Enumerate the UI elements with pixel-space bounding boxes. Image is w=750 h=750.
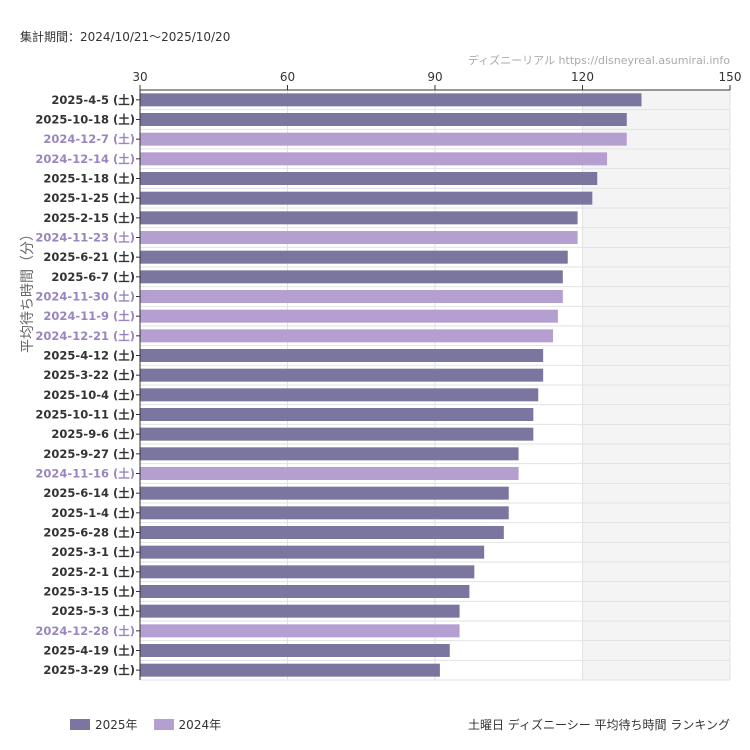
- period-text: 集計期間：2024/10/21〜2025/10/20: [20, 30, 231, 44]
- category-label: 2025-10-18 (土): [35, 113, 135, 127]
- x-tick-label: 90: [427, 70, 442, 84]
- bar: [140, 624, 460, 638]
- y-axis-title: 平均待ち時間（分）: [20, 227, 36, 353]
- bar: [140, 290, 563, 303]
- legend: 2025年 2024年: [70, 716, 221, 733]
- category-label: 2024-11-9 (土): [43, 309, 135, 323]
- category-label: 2025-1-18 (土): [43, 172, 135, 186]
- bar: [140, 270, 563, 284]
- bar: [140, 604, 460, 618]
- bar: [140, 506, 509, 520]
- bar: [140, 644, 450, 657]
- x-tick-label: 150: [719, 70, 742, 84]
- category-label: 2024-11-30 (土): [35, 290, 135, 304]
- category-label: 2025-4-19 (土): [43, 644, 135, 658]
- bar: [140, 368, 544, 382]
- category-label: 2025-6-21 (土): [43, 250, 135, 264]
- bar: [140, 191, 593, 205]
- bar: [140, 545, 485, 559]
- category-label: 2025-4-5 (土): [51, 93, 135, 107]
- bar: [140, 427, 534, 441]
- x-tick-label: 120: [571, 70, 594, 84]
- credit-text: ディズニーリアル https://disneyreal.asumirai.inf…: [467, 54, 730, 67]
- bar: [140, 132, 627, 146]
- category-label: 2025-6-14 (土): [43, 486, 135, 500]
- category-label: 2025-6-28 (土): [43, 526, 135, 540]
- category-label: 2025-3-22 (土): [43, 368, 135, 382]
- category-label: 2025-3-29 (土): [43, 663, 135, 677]
- category-label: 2025-6-7 (土): [51, 270, 135, 284]
- category-label: 2025-10-11 (土): [35, 408, 135, 422]
- legend-item-2025[interactable]: 2025年: [70, 716, 138, 733]
- category-label: 2025-1-4 (土): [51, 506, 135, 520]
- category-label: 2025-1-25 (土): [43, 191, 135, 205]
- category-label: 2024-12-14 (土): [35, 152, 135, 166]
- category-label: 2025-5-3 (土): [51, 604, 135, 618]
- bar: [140, 408, 534, 421]
- bar: [140, 349, 544, 362]
- category-label: 2025-10-4 (土): [43, 388, 135, 402]
- category-label: 2025-2-1 (土): [51, 565, 135, 579]
- bar: [140, 585, 470, 598]
- bar: [140, 447, 519, 461]
- category-label: 2025-9-27 (土): [43, 447, 135, 461]
- bar: [140, 565, 475, 579]
- bar: [140, 250, 568, 264]
- bar: [140, 467, 519, 480]
- bar: [140, 526, 504, 539]
- category-label: 2025-4-12 (土): [43, 349, 135, 363]
- x-tick-label: 30: [132, 70, 147, 84]
- legend-label-2024: 2024年: [178, 718, 222, 732]
- bar: [140, 211, 578, 225]
- category-label: 2024-11-23 (土): [35, 231, 135, 245]
- bar: [140, 388, 539, 402]
- x-tick-label: 60: [280, 70, 295, 84]
- category-label: 2024-12-28 (土): [35, 624, 135, 638]
- bar: [140, 231, 578, 244]
- category-label: 2025-2-15 (土): [43, 211, 135, 225]
- chart-title: 土曜日 ディズニーシー 平均待ち時間 ランキング: [467, 718, 730, 732]
- category-label: 2024-11-16 (土): [35, 467, 135, 481]
- bar: [140, 309, 558, 323]
- category-label: 2025-9-6 (土): [51, 427, 135, 441]
- bar: [140, 172, 598, 185]
- legend-label-2025: 2025年: [95, 718, 138, 732]
- category-label: 2024-12-21 (土): [35, 329, 135, 343]
- category-label: 2025-3-15 (土): [43, 585, 135, 599]
- bar: [140, 486, 509, 500]
- legend-swatch-2024: [153, 719, 174, 730]
- bar: [140, 93, 642, 107]
- bar: [140, 152, 608, 166]
- category-label: 2025-3-1 (土): [51, 545, 135, 559]
- bar: [140, 329, 553, 343]
- category-label: 2024-12-7 (土): [43, 132, 135, 146]
- legend-swatch-2025: [70, 719, 90, 730]
- bar: [140, 113, 627, 126]
- legend-item-2024[interactable]: 2024年: [153, 716, 222, 733]
- bar: [140, 663, 440, 677]
